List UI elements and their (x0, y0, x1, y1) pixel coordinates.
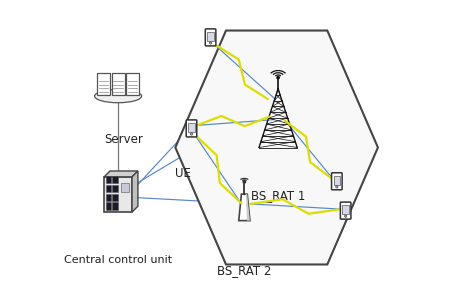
Polygon shape (246, 194, 250, 221)
FancyBboxPatch shape (112, 185, 118, 192)
Text: Server: Server (105, 133, 144, 146)
Circle shape (336, 186, 338, 188)
FancyBboxPatch shape (112, 73, 125, 95)
FancyBboxPatch shape (188, 123, 195, 132)
FancyBboxPatch shape (340, 202, 351, 219)
FancyBboxPatch shape (106, 176, 111, 183)
Text: BS_RAT 1: BS_RAT 1 (251, 189, 305, 201)
FancyBboxPatch shape (342, 205, 349, 214)
FancyBboxPatch shape (334, 176, 340, 185)
FancyBboxPatch shape (112, 202, 118, 210)
FancyBboxPatch shape (104, 177, 132, 212)
Circle shape (345, 215, 347, 217)
Circle shape (191, 133, 192, 135)
Polygon shape (239, 194, 250, 221)
Circle shape (210, 42, 212, 44)
FancyBboxPatch shape (205, 29, 216, 46)
FancyBboxPatch shape (186, 120, 197, 137)
Circle shape (277, 76, 279, 79)
FancyBboxPatch shape (106, 194, 111, 201)
FancyBboxPatch shape (121, 183, 129, 191)
FancyBboxPatch shape (97, 73, 110, 95)
Circle shape (243, 181, 246, 183)
Text: Central control unit: Central control unit (64, 255, 172, 265)
FancyBboxPatch shape (106, 202, 111, 210)
Text: BS_RAT 2: BS_RAT 2 (217, 264, 272, 277)
Ellipse shape (95, 89, 142, 103)
Text: UE: UE (175, 167, 191, 180)
FancyBboxPatch shape (331, 173, 342, 190)
Polygon shape (175, 31, 378, 264)
FancyBboxPatch shape (112, 194, 118, 201)
FancyBboxPatch shape (106, 185, 111, 192)
Polygon shape (104, 171, 138, 177)
FancyBboxPatch shape (112, 176, 118, 183)
Polygon shape (132, 171, 138, 212)
FancyBboxPatch shape (126, 73, 139, 95)
FancyBboxPatch shape (207, 32, 214, 41)
